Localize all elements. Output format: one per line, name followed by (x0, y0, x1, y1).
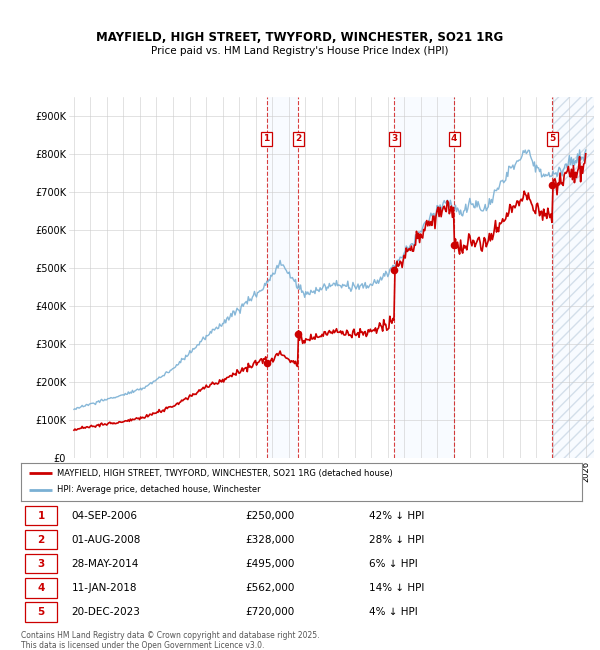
FancyBboxPatch shape (25, 603, 58, 621)
Text: 4% ↓ HPI: 4% ↓ HPI (369, 607, 418, 617)
Text: 3: 3 (391, 135, 397, 144)
Text: HPI: Average price, detached house, Winchester: HPI: Average price, detached house, Winc… (58, 486, 261, 495)
Bar (552, 98, 594, 458)
FancyBboxPatch shape (25, 554, 58, 573)
Text: 2: 2 (295, 135, 301, 144)
Bar (266, 98, 298, 458)
Bar (552, 98, 594, 458)
Text: 4: 4 (38, 583, 45, 593)
Bar (394, 98, 454, 458)
Text: £562,000: £562,000 (245, 583, 295, 593)
Text: £250,000: £250,000 (245, 511, 295, 521)
Text: 28-MAY-2014: 28-MAY-2014 (71, 559, 139, 569)
Text: £328,000: £328,000 (245, 535, 295, 545)
Text: 04-SEP-2006: 04-SEP-2006 (71, 511, 137, 521)
FancyBboxPatch shape (25, 530, 58, 549)
Text: 42% ↓ HPI: 42% ↓ HPI (369, 511, 424, 521)
Text: MAYFIELD, HIGH STREET, TWYFORD, WINCHESTER, SO21 1RG: MAYFIELD, HIGH STREET, TWYFORD, WINCHEST… (97, 31, 503, 44)
Text: £495,000: £495,000 (245, 559, 295, 569)
Text: Price paid vs. HM Land Registry's House Price Index (HPI): Price paid vs. HM Land Registry's House … (151, 46, 449, 56)
Text: 1: 1 (38, 511, 45, 521)
Text: 2: 2 (38, 535, 45, 545)
Text: 5: 5 (549, 135, 556, 144)
FancyBboxPatch shape (25, 578, 58, 597)
Text: 4: 4 (451, 135, 457, 144)
Text: 28% ↓ HPI: 28% ↓ HPI (369, 535, 424, 545)
Text: 3: 3 (38, 559, 45, 569)
Text: 5: 5 (38, 607, 45, 617)
FancyBboxPatch shape (25, 506, 58, 525)
Text: Contains HM Land Registry data © Crown copyright and database right 2025.
This d: Contains HM Land Registry data © Crown c… (21, 630, 320, 650)
Text: 14% ↓ HPI: 14% ↓ HPI (369, 583, 424, 593)
Text: £720,000: £720,000 (245, 607, 295, 617)
Text: 6% ↓ HPI: 6% ↓ HPI (369, 559, 418, 569)
Text: 20-DEC-2023: 20-DEC-2023 (71, 607, 140, 617)
Text: 11-JAN-2018: 11-JAN-2018 (71, 583, 137, 593)
Text: 01-AUG-2008: 01-AUG-2008 (71, 535, 141, 545)
Text: 1: 1 (263, 135, 270, 144)
Text: MAYFIELD, HIGH STREET, TWYFORD, WINCHESTER, SO21 1RG (detached house): MAYFIELD, HIGH STREET, TWYFORD, WINCHEST… (58, 469, 393, 478)
